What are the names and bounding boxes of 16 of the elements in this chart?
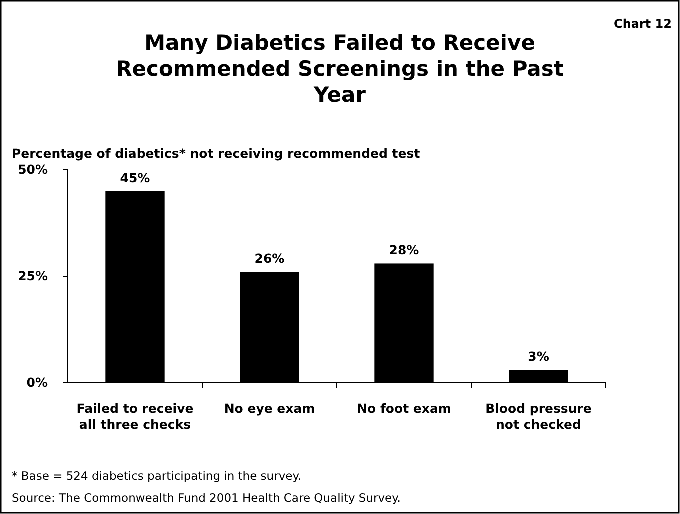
chart-subtitle: Percentage of diabetics* not receiving recommended test xyxy=(12,146,420,161)
data-label: 28% xyxy=(389,242,420,258)
x-tick-label: Blood pressure not checked xyxy=(486,401,592,432)
x-tick-label: No foot exam xyxy=(357,401,452,416)
data-label: 45% xyxy=(120,170,151,186)
y-tick-label: 50% xyxy=(18,162,48,177)
y-tick-label: 0% xyxy=(26,375,48,390)
chart-title: Many Diabetics Failed to Receive Recommended Screenings in the Past Year xyxy=(116,31,564,107)
x-tick-label: No eye exam xyxy=(224,401,316,416)
x-tick-label: Failed to receive all three checks xyxy=(76,401,194,432)
source-note: Source: The Commonwealth Fund 2001 Health Care Quality Survey. xyxy=(12,491,401,505)
caption: Chart 12 xyxy=(614,17,672,31)
data-label: 3% xyxy=(528,349,550,364)
text: * Base = 524 diabetics participating in the survey. xyxy=(12,469,302,483)
y-tick-label: 25% xyxy=(18,268,48,284)
data-label: 26% xyxy=(254,251,286,266)
